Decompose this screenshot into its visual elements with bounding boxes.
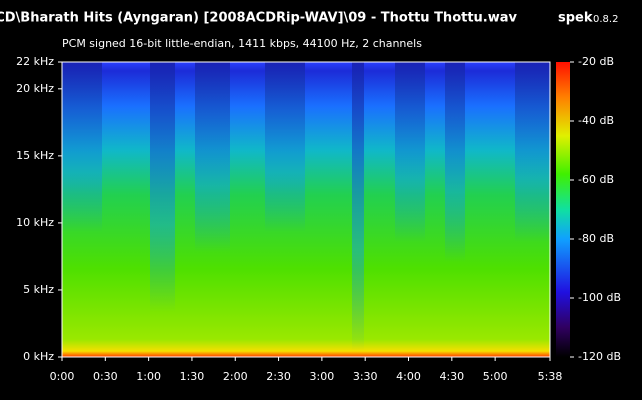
file-title: ...op\CD\Bharath Hits (Ayngaran) [2008AC… [0, 11, 518, 26]
x-tick-label: 3:00 [310, 370, 335, 383]
color-bar [556, 62, 570, 357]
x-tick-label: 1:30 [180, 370, 205, 383]
x-tick-label: 3:30 [353, 370, 378, 383]
color-tick-label: -100 dB [578, 291, 621, 304]
color-tick-label: -120 dB [578, 350, 621, 363]
y-tick-label: 5 kHz [23, 283, 54, 296]
x-tick-label: 5:38 [538, 370, 563, 383]
x-tick-label: 0:30 [93, 370, 118, 383]
color-tick-label: -20 dB [578, 55, 614, 68]
x-tick-label: 4:00 [396, 370, 421, 383]
y-tick-label: 22 kHz [16, 55, 54, 68]
x-tick-label: 4:30 [439, 370, 464, 383]
x-tick-label: 2:00 [223, 370, 248, 383]
y-tick-label: 15 kHz [16, 149, 54, 162]
app-name: spek [558, 11, 593, 26]
x-tick-label: 0:00 [50, 370, 75, 383]
y-tick-label: 0 kHz [23, 350, 54, 363]
x-tick-label: 1:00 [136, 370, 161, 383]
color-tick-label: -60 dB [578, 173, 614, 186]
subtitle: PCM signed 16-bit little-endian, 1411 kb… [62, 37, 422, 50]
y-tick-label: 10 kHz [16, 216, 54, 229]
plot-frame [61, 61, 551, 358]
x-tick-label: 2:30 [266, 370, 291, 383]
color-tick-label: -80 dB [578, 232, 614, 245]
app-version: 0.8.2 [593, 14, 618, 25]
spectrogram [62, 62, 550, 357]
x-tick-label: 5:00 [483, 370, 508, 383]
y-tick-label: 20 kHz [16, 82, 54, 95]
color-tick-label: -40 dB [578, 114, 614, 127]
